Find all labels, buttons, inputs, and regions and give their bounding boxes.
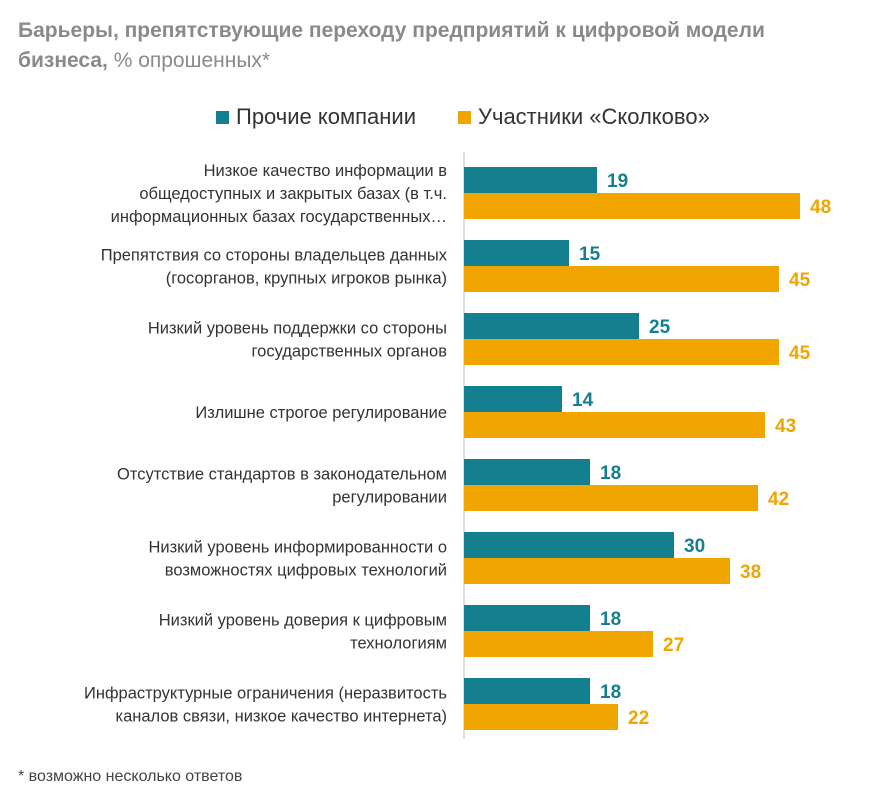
category-label: Отсутствие стандартов в законодательном р… (117, 466, 447, 507)
value-label-other: 15 (579, 244, 601, 265)
legend-item-skolkovo: Участники «Сколково» (458, 104, 710, 130)
value-label-skolkovo: 27 (663, 635, 684, 656)
category-label-line: технологиям (350, 635, 447, 653)
category-label-line: информационных базах государственных… (111, 208, 447, 226)
category-label: Низкий уровень информированности о возмож… (148, 539, 447, 580)
category-label-line: каналов связи, низкое качество интернета… (116, 708, 448, 726)
chart-title-bold: Барьеры, препятствующие переходу предпри… (18, 19, 765, 72)
category-label-line: Излишне строгое регулирование (195, 404, 447, 422)
category-label-line: общедоступных и закрытых базах (в т.ч. (139, 185, 447, 203)
bar-skolkovo (464, 339, 779, 365)
legend-swatch-skolkovo (458, 110, 471, 124)
footnote: * возможно несколько ответов (18, 768, 243, 785)
bar-skolkovo (464, 631, 653, 657)
value-label-skolkovo: 48 (810, 197, 831, 218)
category-label-line: Низкое качество информации в (204, 162, 448, 180)
bar-skolkovo (464, 412, 765, 438)
category-label: Низкое качество информации в общедоступны… (111, 162, 448, 226)
category-label-line: Препятствия со стороны владельцев данных (101, 247, 448, 265)
bar-other (464, 313, 639, 339)
bar-skolkovo (464, 558, 730, 584)
category-label-line: государственных органов (252, 343, 448, 361)
legend-swatch-other (216, 110, 229, 124)
category-label: Низкий уровень поддержки со стороны госуд… (148, 320, 447, 361)
value-label-skolkovo: 38 (740, 562, 761, 583)
bar-skolkovo (464, 193, 800, 219)
value-label-skolkovo: 43 (775, 416, 796, 437)
category-label-line: Низкий уровень доверия к цифровым (159, 612, 447, 630)
bar-other (464, 386, 562, 412)
category-label-line: Инфраструктурные ограничения (неразвитос… (84, 685, 447, 703)
value-label-skolkovo: 45 (789, 270, 811, 291)
bar-other (464, 605, 590, 631)
legend-label-other: Прочие компании (236, 104, 417, 129)
value-label-other: 14 (572, 390, 594, 411)
value-label-skolkovo: 42 (768, 489, 789, 510)
bar-chart: Низкое качество информации в общедоступны… (84, 152, 831, 739)
legend: Прочие компании Участники «Сколково» (0, 104, 869, 134)
chart-title-rest: % опрошенных* (107, 49, 271, 72)
category-label: Низкий уровень доверия к цифровым техноло… (159, 612, 447, 653)
category-label-line: регулировании (332, 489, 447, 507)
bar-other (464, 459, 590, 485)
value-label-other: 18 (600, 609, 621, 630)
category-label-line: (госорганов, крупных игроков рынка) (166, 270, 447, 288)
value-label-other: 30 (684, 536, 705, 557)
chart-title: Барьеры, препятствующие переходу предпри… (18, 16, 858, 76)
category-label-line: Отсутствие стандартов в законодательном (117, 466, 447, 484)
category-label-line: возможностях цифровых технологий (165, 562, 447, 580)
legend-label-skolkovo: Участники «Сколково» (478, 104, 710, 129)
bar-skolkovo (464, 704, 618, 730)
category-label: Инфраструктурные ограничения (неразвитос… (84, 685, 447, 726)
value-label-other: 18 (600, 463, 621, 484)
legend-item-other: Прочие компании (216, 104, 416, 130)
category-label-line: Низкий уровень поддержки со стороны (148, 320, 447, 338)
bar-skolkovo (464, 485, 758, 511)
value-label-other: 25 (649, 317, 671, 338)
value-label-skolkovo: 22 (628, 708, 649, 729)
bar-other (464, 240, 569, 266)
value-label-other: 19 (607, 171, 628, 192)
bar-other (464, 532, 674, 558)
value-label-other: 18 (600, 682, 621, 703)
bar-skolkovo (464, 266, 779, 292)
bar-other (464, 167, 597, 193)
category-label-line: Низкий уровень информированности о (148, 539, 447, 557)
value-label-skolkovo: 45 (789, 343, 811, 364)
category-label: Препятствия со стороны владельцев данных… (101, 247, 448, 288)
category-label: Излишне строгое регулирование (195, 404, 447, 422)
bar-other (464, 678, 590, 704)
